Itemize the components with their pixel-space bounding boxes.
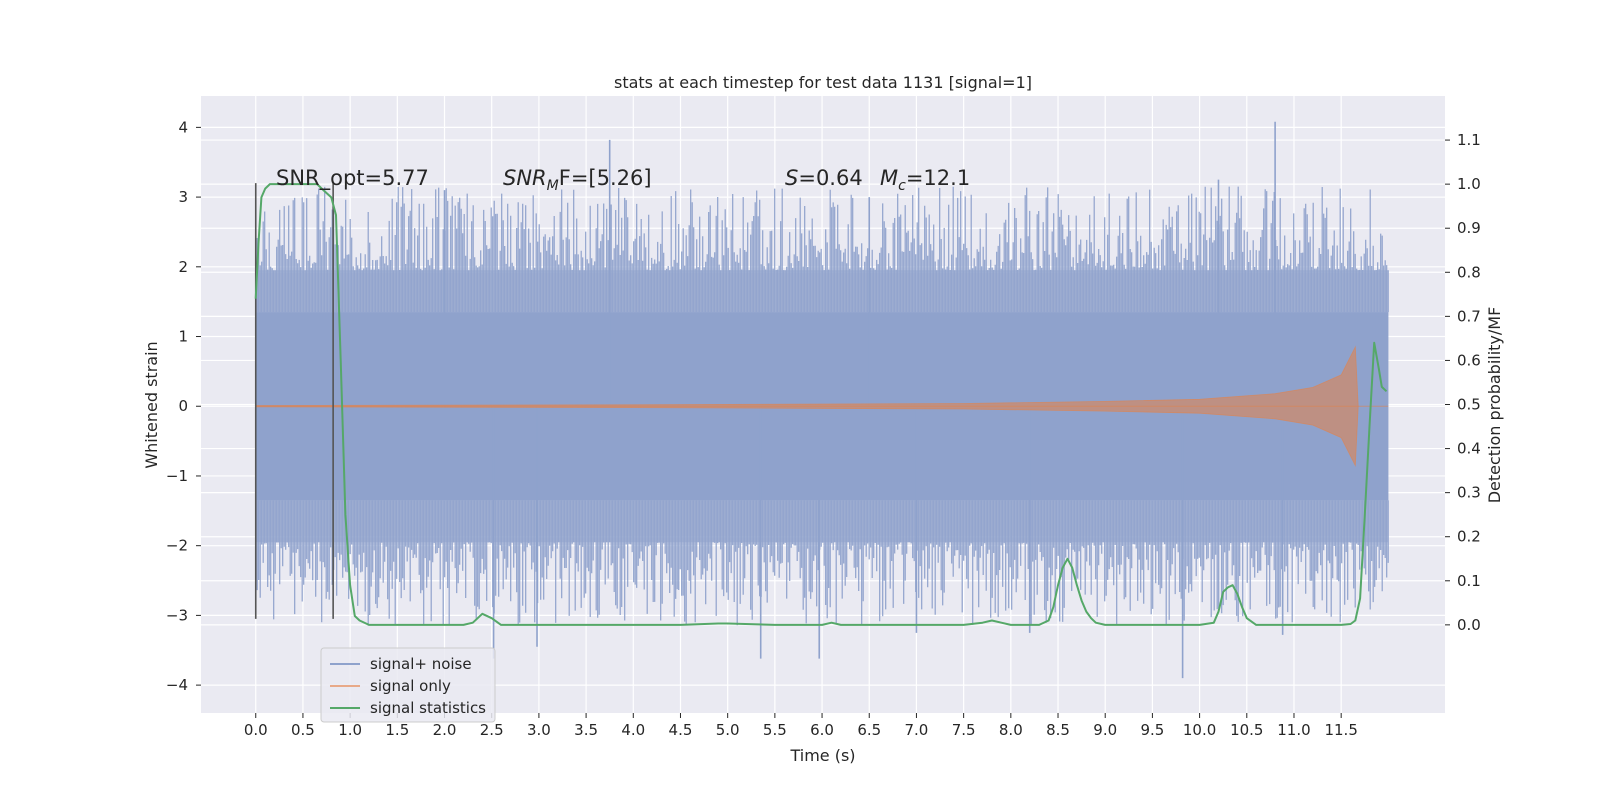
right-y-tick-label: 0.9 xyxy=(1457,219,1481,237)
right-y-tick-label: 0.7 xyxy=(1457,307,1481,325)
left-y-tick-label: −2 xyxy=(166,537,188,555)
x-tick-label: 4.0 xyxy=(621,721,645,739)
snr-mf-subscript: M xyxy=(547,178,559,194)
left-y-tick-label: 0 xyxy=(178,397,188,415)
x-tick-label: 8.5 xyxy=(1046,721,1070,739)
s-value: =0.64 xyxy=(798,166,862,190)
left-y-tick-label: 2 xyxy=(178,258,188,276)
x-tick-label: 3.5 xyxy=(574,721,598,739)
right-y-tick-label: 0.0 xyxy=(1457,616,1481,634)
snr-mf-symbol: SNR xyxy=(503,166,547,190)
x-tick-label: 5.5 xyxy=(763,721,787,739)
right-y-tick-label: 0.3 xyxy=(1457,484,1481,502)
right-y-tick-label: 0.6 xyxy=(1457,351,1481,369)
x-tick-label: 0.0 xyxy=(244,721,268,739)
signal-only-series xyxy=(255,345,1389,468)
legend-label-signal-noise: signal+ noise xyxy=(370,655,472,673)
right-y-tick-label: 1.0 xyxy=(1457,175,1481,193)
x-tick-label: 11.0 xyxy=(1277,721,1310,739)
x-tick-labels: 0.0 0.5 1.0 1.5 2.0 2.5 3.0 3.5 4.0 4.5 5.0 5.5 6.0 6… xyxy=(244,713,1358,739)
x-tick-label: 8.0 xyxy=(999,721,1023,739)
left-y-tick-label: −1 xyxy=(166,467,188,485)
x-tick-label: 9.5 xyxy=(1140,721,1164,739)
legend-label-signal-statistics: signal statistics xyxy=(370,699,486,717)
signal-statistics-line xyxy=(254,183,1388,626)
x-tick-label: 3.0 xyxy=(527,721,551,739)
x-axis-label: Time (s) xyxy=(789,746,855,765)
x-tick-label: 2.5 xyxy=(480,721,504,739)
x-tick-label: 2.0 xyxy=(433,721,457,739)
x-tick-label: 0.5 xyxy=(291,721,315,739)
window-markers xyxy=(254,183,334,619)
mc-symbol: M xyxy=(880,166,898,190)
x-tick-label: 7.0 xyxy=(905,721,929,739)
right-y-tick-label: 0.1 xyxy=(1457,572,1481,590)
x-tick-label: 5.0 xyxy=(716,721,740,739)
x-tick-label: 4.5 xyxy=(669,721,693,739)
x-tick-label: 6.5 xyxy=(857,721,881,739)
left-y-axis-label: Whitened strain xyxy=(142,341,161,468)
x-tick-label: 10.5 xyxy=(1230,721,1263,739)
right-y-tick-label: 1.1 xyxy=(1457,131,1481,149)
right-y-tick-labels: 1.1 1.0 0.9 0.8 0.7 0.6 0.5 0.4 0.3 0.2 0.1 0.0 xyxy=(1445,131,1481,634)
snr-mf-value: F=[5.26] xyxy=(559,166,652,190)
right-y-tick-label: 0.4 xyxy=(1457,440,1481,458)
chart-title: stats at each timestep for test data 113… xyxy=(614,73,1032,92)
signal-statistics-series xyxy=(254,183,1388,626)
x-tick-label: 11.5 xyxy=(1324,721,1357,739)
x-tick-label: 6.0 xyxy=(810,721,834,739)
right-y-tick-label: 0.2 xyxy=(1457,528,1481,546)
s-symbol: S xyxy=(785,166,798,190)
left-y-tick-label: 4 xyxy=(178,118,188,136)
left-y-tick-label: 1 xyxy=(178,328,188,346)
annotation-s: S=0.64 xyxy=(785,166,863,190)
x-tick-label: 10.0 xyxy=(1183,721,1216,739)
legend: signal+ noise signal only signal statist… xyxy=(320,647,496,723)
mc-subscript: c xyxy=(898,178,906,194)
x-tick-label: 1.5 xyxy=(385,721,409,739)
legend-label-signal-only: signal only xyxy=(370,677,451,695)
annotation-snr-mf: SNRMF=[5.26] xyxy=(503,166,652,194)
right-y-axis-label: Detection probability/MF xyxy=(1485,307,1504,504)
right-y-tick-label: 0.8 xyxy=(1457,263,1481,281)
left-y-tick-labels: 4 3 2 1 0 −1 −2 −3 −4 xyxy=(166,118,201,694)
x-tick-label: 9.0 xyxy=(1093,721,1117,739)
x-tick-label: 7.5 xyxy=(952,721,976,739)
annotation-mc: Mc=12.1 xyxy=(880,166,970,194)
left-y-tick-label: 3 xyxy=(178,188,188,206)
mc-value: =12.1 xyxy=(906,166,970,190)
left-y-tick-label: −3 xyxy=(166,606,188,624)
x-tick-label: 1.0 xyxy=(338,721,362,739)
annotation-snr-opt: SNR_opt=5.77 xyxy=(276,166,429,191)
left-y-tick-label: −4 xyxy=(166,676,188,694)
legend-box xyxy=(320,647,496,723)
right-y-tick-label: 0.5 xyxy=(1457,396,1481,414)
